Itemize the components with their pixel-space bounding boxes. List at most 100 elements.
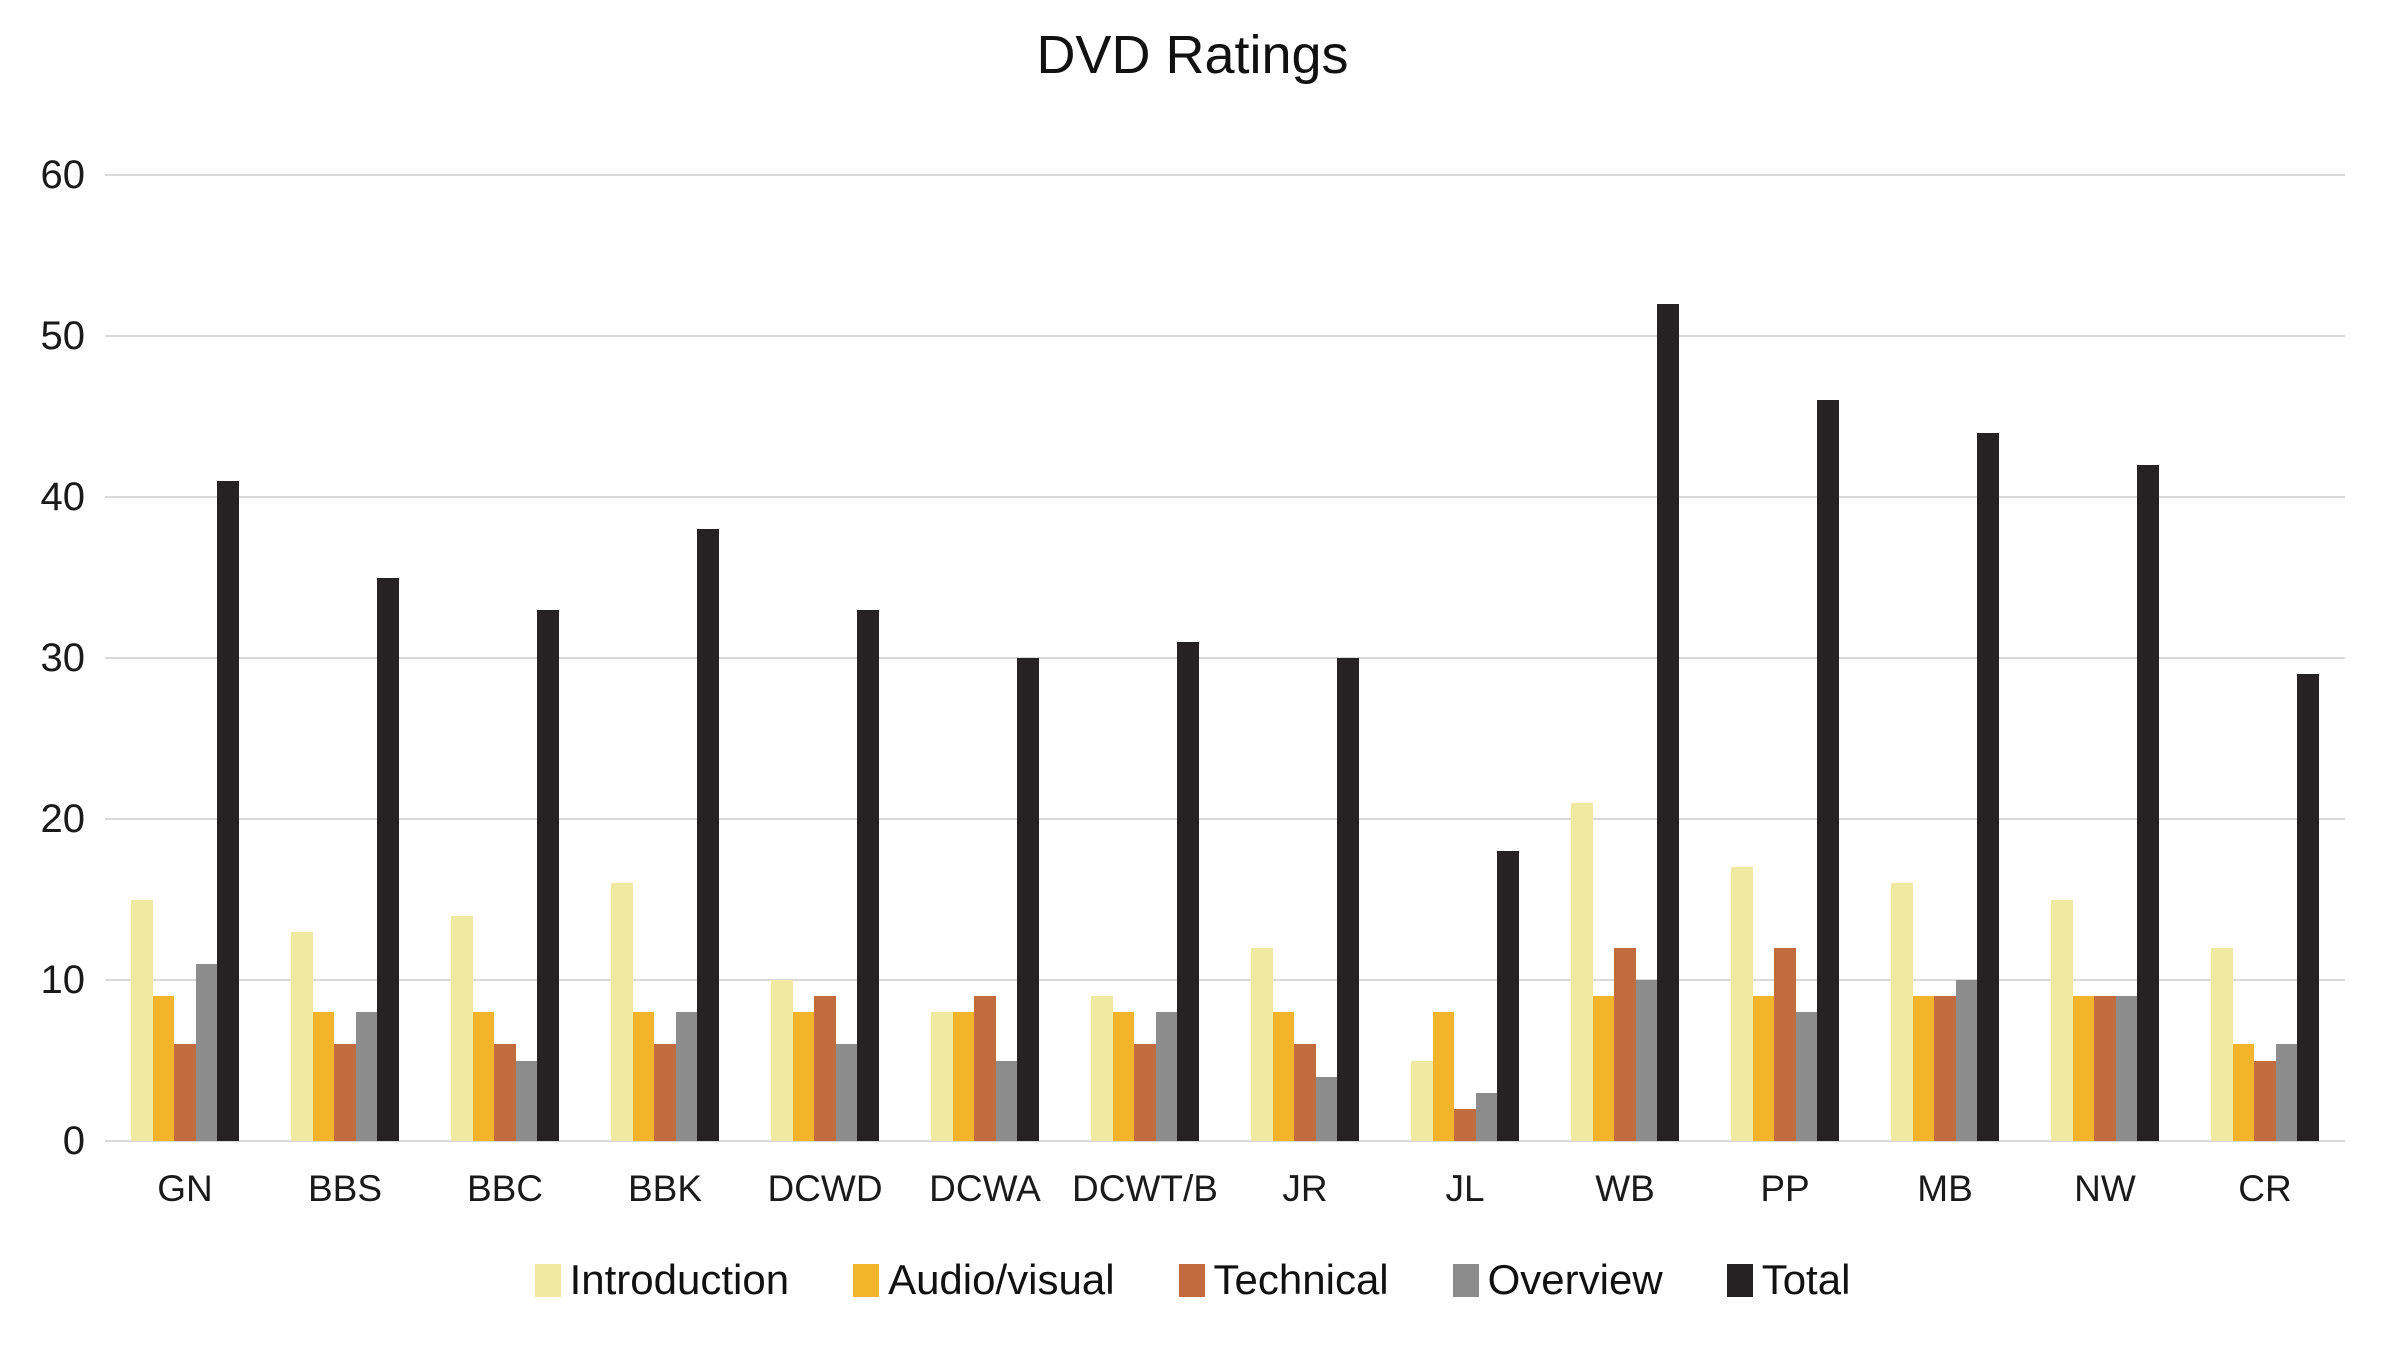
bar-introduction-cr: [2211, 947, 2233, 1141]
bar-total-jr: [1337, 658, 1359, 1141]
bar-overview-wb: [1635, 980, 1658, 1141]
bar-overview-bbs: [355, 1012, 378, 1141]
x-tick-label-cr: CR: [2238, 1168, 2292, 1209]
bar-introduction-dcwd: [771, 980, 793, 1141]
legend-swatch-audio-visual: [853, 1263, 880, 1297]
bar-audio-visual-gn: [152, 996, 175, 1141]
bar-overview-jl: [1475, 1092, 1498, 1141]
gridline-60: [105, 174, 2345, 176]
bar-total-jl: [1497, 851, 1519, 1141]
x-tick-label-bbk: BBK: [627, 1168, 703, 1209]
x-tick-label-dcwd: DCWD: [767, 1168, 883, 1209]
legend-label-overview: Overview: [1487, 1256, 1663, 1303]
legend-item-introduction: Introduction: [534, 1256, 790, 1304]
y-tick-label-60: 60: [40, 153, 86, 197]
legend-label-introduction: Introduction: [569, 1256, 790, 1303]
legend-swatch-overview: [1452, 1263, 1479, 1297]
bar-technical-nw: [2094, 996, 2116, 1141]
bar-overview-dcwt-b: [1155, 1012, 1178, 1141]
x-tick-label-jr: JR: [1282, 1168, 1328, 1209]
legend-item-audio-visual: Audio/visual: [853, 1256, 1115, 1304]
bar-technical-jl: [1454, 1108, 1476, 1141]
legend-item-total: Total: [1726, 1256, 1851, 1304]
bar-audio-visual-bbs: [312, 1012, 335, 1141]
gridline-40: [105, 496, 2345, 498]
bar-audio-visual-dcwa: [952, 1012, 975, 1141]
bar-total-gn: [217, 480, 239, 1141]
bar-audio-visual-bbk: [632, 1012, 655, 1141]
y-tick-label-0: 0: [62, 1119, 85, 1163]
bar-introduction-bbc: [451, 915, 473, 1141]
bar-technical-pp: [1774, 947, 1796, 1141]
bar-total-bbc: [537, 609, 559, 1141]
x-tick-label-wb: WB: [1595, 1168, 1655, 1209]
bar-audio-visual-bbc: [472, 1012, 495, 1141]
bar-overview-cr: [2275, 1044, 2298, 1141]
bar-introduction-bbs: [291, 931, 313, 1141]
bar-total-dcwa: [1017, 658, 1039, 1141]
bar-audio-visual-nw: [2072, 996, 2095, 1141]
bar-total-wb: [1657, 303, 1679, 1141]
legend: Introduction Audio/visual Technical Overvie…: [0, 1256, 2385, 1304]
bar-technical-bbs: [334, 1044, 356, 1141]
bar-total-bbs: [377, 577, 399, 1141]
bar-overview-pp: [1795, 1012, 1818, 1141]
bar-introduction-dcwa: [931, 1012, 953, 1141]
bar-audio-visual-dcwt-b: [1112, 1012, 1135, 1141]
bar-audio-visual-wb: [1592, 996, 1615, 1141]
bar-technical-wb: [1614, 947, 1636, 1141]
bar-total-cr: [2297, 674, 2319, 1141]
bar-technical-dcwd: [814, 996, 836, 1141]
bar-technical-bbk: [654, 1044, 676, 1141]
chart-title: DVD Ratings: [1036, 25, 1349, 85]
legend-swatch-introduction: [534, 1263, 561, 1297]
bar-overview-bbc: [515, 1060, 538, 1141]
bar-audio-visual-cr: [2232, 1044, 2255, 1141]
legend-swatch-total: [1726, 1263, 1753, 1297]
bar-overview-nw: [2115, 996, 2138, 1141]
gridline-10: [105, 979, 2345, 981]
y-tick-label-50: 50: [40, 314, 86, 358]
y-tick-label-30: 30: [40, 636, 86, 680]
bar-introduction-jr: [1251, 947, 1273, 1141]
x-tick-label-jl: JL: [1445, 1168, 1485, 1209]
bar-total-dcwd: [857, 609, 879, 1141]
bar-overview-gn: [195, 963, 218, 1141]
gridline-50: [105, 335, 2345, 337]
bar-introduction-gn: [131, 899, 153, 1141]
legend-label-total: Total: [1761, 1256, 1851, 1303]
gridline-20: [105, 818, 2345, 820]
bar-overview-bbk: [675, 1012, 698, 1141]
bar-technical-dcwt-b: [1134, 1044, 1156, 1141]
bar-introduction-dcwt-b: [1091, 996, 1113, 1141]
bar-total-pp: [1817, 400, 1839, 1141]
legend-label-technical: Technical: [1213, 1256, 1389, 1303]
x-tick-label-nw: NW: [2074, 1168, 2136, 1209]
bar-overview-dcwd: [835, 1044, 858, 1141]
bar-total-dcwt-b: [1177, 641, 1199, 1141]
bar-technical-jr: [1294, 1044, 1316, 1141]
bar-overview-jr: [1315, 1076, 1338, 1141]
bar-audio-visual-dcwd: [792, 1012, 815, 1141]
bar-audio-visual-jl: [1432, 1012, 1455, 1141]
bar-overview-mb: [1955, 980, 1978, 1141]
bar-introduction-mb: [1891, 883, 1913, 1141]
x-tick-label-mb: MB: [1917, 1168, 1973, 1209]
legend-swatch-technical: [1178, 1263, 1205, 1297]
bar-total-bbk: [697, 529, 719, 1141]
gridline-0: [105, 1140, 2345, 1142]
bar-technical-cr: [2254, 1060, 2276, 1141]
bar-total-mb: [1977, 432, 1999, 1141]
bar-overview-dcwa: [995, 1060, 1018, 1141]
bar-technical-mb: [1934, 996, 1956, 1141]
x-tick-label-dcwt-b: DCWT/B: [1072, 1168, 1218, 1209]
bar-total-nw: [2137, 464, 2159, 1141]
bar-audio-visual-mb: [1912, 996, 1935, 1141]
x-tick-label-dcwa: DCWA: [929, 1168, 1041, 1209]
bar-technical-bbc: [494, 1044, 516, 1141]
x-tick-label-gn: GN: [157, 1168, 213, 1209]
bar-introduction-jl: [1411, 1060, 1433, 1141]
bar-audio-visual-jr: [1272, 1012, 1295, 1141]
